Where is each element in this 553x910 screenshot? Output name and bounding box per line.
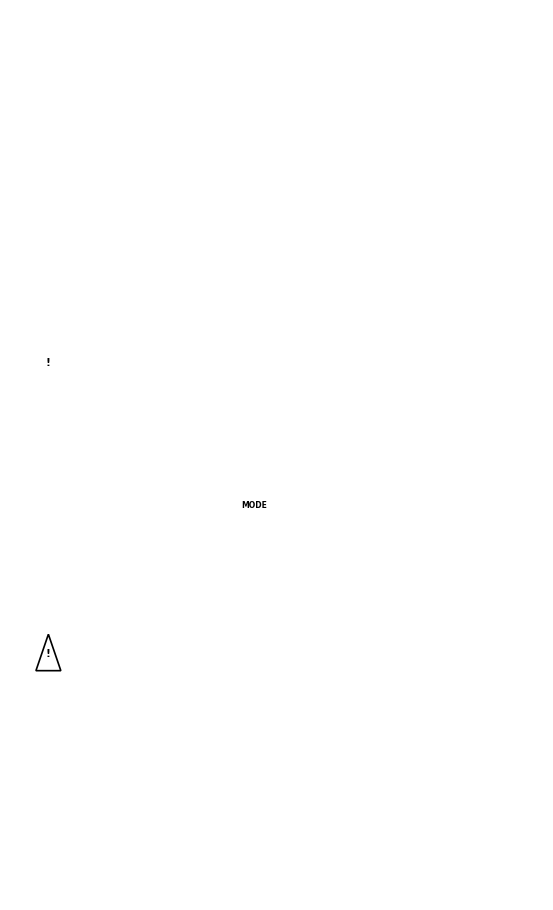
Text: or the: or the: [394, 478, 432, 488]
Text: - - - means that the meter is unable to determine the results.: - - - means that the meter is unable to …: [75, 286, 394, 296]
Text: One of the following results is displayed:: One of the following results is displaye…: [75, 69, 288, 79]
Text: •: •: [55, 127, 61, 137]
Text: #T559825; r.8008/8011; en-US: #T559825; r.8008/8011; en-US: [22, 881, 174, 891]
Text: Ensure that the meter is set to resistance measurement. If the: Ensure that the meter is set to resistan…: [75, 478, 405, 488]
Text: !: !: [46, 650, 51, 659]
Text: 5.: 5.: [30, 173, 40, 183]
FancyBboxPatch shape: [22, 346, 536, 443]
Text: lead into the positive Ω terminal.: lead into the positive Ω terminal.: [75, 551, 247, 561]
Text: !: !: [46, 359, 51, 368]
Text: Insert the black probe lead into the negative COM terminal and the red probe: Insert the black probe lead into the neg…: [75, 532, 479, 542]
Text: •: •: [55, 286, 61, 296]
Text: indicates counterclockwise or reversed rotation, which means that: indicates counterclockwise or reversed r…: [97, 249, 448, 259]
FancyBboxPatch shape: [440, 258, 485, 322]
FancyBboxPatch shape: [53, 144, 531, 165]
Text: WARNING: WARNING: [77, 644, 142, 657]
Text: 5.8: 5.8: [22, 612, 44, 624]
Text: Set the function switch to the: Set the function switch to the: [75, 460, 232, 470]
Text: •: •: [55, 212, 61, 222]
Text: 4.: 4.: [30, 570, 40, 580]
Text: Ω: Ω: [222, 460, 232, 472]
Text: flashes for about 3 seconds. Then: flashes for about 3 seconds. Then: [141, 146, 324, 156]
Text: Read the resistance value on the display.: Read the resistance value on the display…: [75, 587, 289, 597]
Text: 5.: 5.: [30, 587, 40, 597]
Polygon shape: [444, 312, 463, 329]
Text: Touch the tips of the probe across the circuit or component under test.: Touch the tips of the probe across the c…: [75, 570, 444, 580]
Text: WARNING: WARNING: [77, 353, 142, 366]
Text: outF: outF: [75, 127, 101, 137]
Text: 4.: 4.: [30, 69, 40, 79]
Text: •: •: [55, 109, 61, 119]
Text: indicators are displayed.: indicators are displayed.: [75, 514, 204, 524]
Text: 123: 123: [75, 212, 96, 222]
Circle shape: [501, 123, 523, 159]
Text: •: •: [55, 146, 61, 156]
Text: Capacitance measurements: Capacitance measurements: [58, 612, 253, 624]
Text: is displayed.: is displayed.: [332, 146, 400, 156]
Text: ▶)): ▶)): [372, 478, 386, 487]
FancyBboxPatch shape: [489, 112, 535, 176]
Text: Resistance measurements: Resistance measurements: [58, 320, 243, 333]
Text: power from the capacitors and from a device during a test. Injury to persons: power from the capacitors and from a dev…: [30, 686, 431, 696]
Text: If normal,: If normal,: [75, 146, 128, 156]
Text: •: •: [55, 91, 61, 101]
Text: 5.7: 5.7: [22, 320, 44, 333]
Text: MODE: MODE: [241, 501, 267, 510]
Text: indicates clockwise or forward rotation, which means that the pre-: indicates clockwise or forward rotation,…: [97, 212, 447, 222]
Text: power from the capacitors and from a device during a test. Injury to persons: power from the capacitors and from a dev…: [30, 395, 431, 405]
Text: flashes if the voltage is <30 V.: flashes if the voltage is <30 V.: [99, 109, 261, 119]
Text: 6.: 6.: [30, 190, 40, 200]
Text: indicator is displayed, press the: indicator is displayed, press the: [75, 496, 244, 506]
Text: L2: L2: [320, 146, 332, 156]
Text: button repeatedly until none of these: button repeatedly until none of these: [276, 496, 474, 506]
Text: can occur.: can occur.: [30, 705, 84, 715]
Text: Do not do diode, resistance or continuity tests before you have removed the: Do not do diode, resistance or continuit…: [30, 667, 430, 677]
Text: position.: position.: [234, 460, 282, 470]
Text: 2.: 2.: [30, 478, 40, 488]
Text: OLU: OLU: [75, 91, 98, 101]
Text: flashes if the frequency is >65 Hz or <45 Hz.: flashes if the frequency is >65 Hz or <4…: [105, 127, 344, 137]
Text: Move the red test lead to the presumed phase line 2.: Move the red test lead to the presumed p…: [75, 173, 352, 183]
Text: •: •: [55, 249, 61, 259]
Circle shape: [451, 269, 473, 306]
Text: sumed phase line 1 is ahead of the presumed phase line 2.: sumed phase line 1 is ahead of the presu…: [75, 230, 384, 240]
Text: Do not do diode, resistance or continuity tests before you have removed the: Do not do diode, resistance or continuit…: [30, 376, 430, 386]
Text: LoU: LoU: [75, 109, 97, 119]
Text: 5   Operation: 5 Operation: [22, 20, 134, 35]
Text: 22: 22: [524, 881, 536, 891]
Text: 1.: 1.: [30, 460, 40, 470]
Text: One of the following results is displayed:: One of the following results is displaye…: [75, 190, 288, 200]
Text: 321: 321: [75, 249, 96, 259]
Text: ➡➡: ➡➡: [427, 478, 442, 487]
Text: L1: L1: [129, 146, 142, 156]
Text: flashes if the voltage is >1000 V.: flashes if the voltage is >1000 V.: [102, 91, 278, 101]
FancyBboxPatch shape: [22, 637, 536, 734]
Text: can occur.: can occur.: [30, 414, 84, 424]
Text: 3.: 3.: [30, 532, 40, 542]
Text: the presumed phase line 2 is ahead of the presumed phase line 1.: the presumed phase line 2 is ahead of th…: [75, 268, 421, 278]
Polygon shape: [493, 166, 513, 182]
